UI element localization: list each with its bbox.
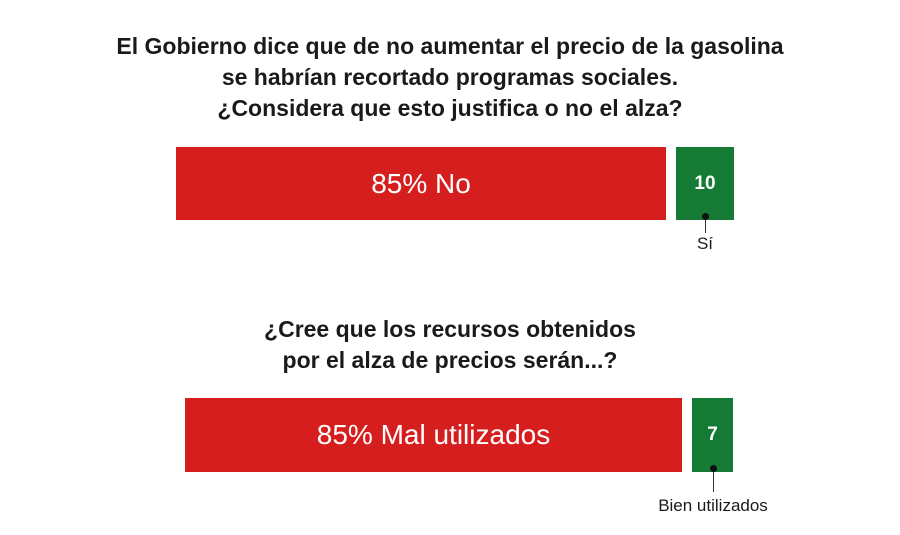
chart-1-callout-line (705, 220, 706, 233)
chart-1-bar-main: 85% No (176, 147, 666, 220)
chart-2-callout-line (713, 472, 714, 492)
question-1-line-2: se habrían recortado programas sociales. (221, 64, 679, 90)
question-1-title: El Gobierno dice que de no aumentar el p… (0, 31, 900, 124)
question-2-line-2: por el alza de precios serán...? (282, 347, 618, 373)
chart-2-callout-dot (710, 465, 717, 472)
chart-1-callout-label: Sí (696, 234, 714, 253)
chart-1-bar-minor: 10 (676, 147, 734, 220)
chart-2-bar-main: 85% Mal utilizados (185, 398, 682, 472)
chart-1-callout-dot (702, 213, 709, 220)
question-2-title: ¿Cree que los recursos obtenidos por el … (0, 314, 900, 376)
chart-2-bar-label-2: 7 (707, 424, 718, 445)
question-1-line-1: El Gobierno dice que de no aumentar el p… (116, 33, 784, 59)
chart-1-bar-label-2: 10 (694, 172, 716, 194)
chart-2-bar-label-1: 85% Mal utilizados (316, 419, 551, 450)
question-1-line-3: ¿Considera que esto justifica o no el al… (217, 95, 683, 121)
chart-2-callout-label: Bien utilizados (658, 496, 768, 515)
chart-1-bar-label-1: 85% No (371, 167, 471, 199)
chart-2-bar-minor: 7 (692, 398, 733, 472)
question-2-line-1: ¿Cree que los recursos obtenidos (264, 316, 636, 342)
